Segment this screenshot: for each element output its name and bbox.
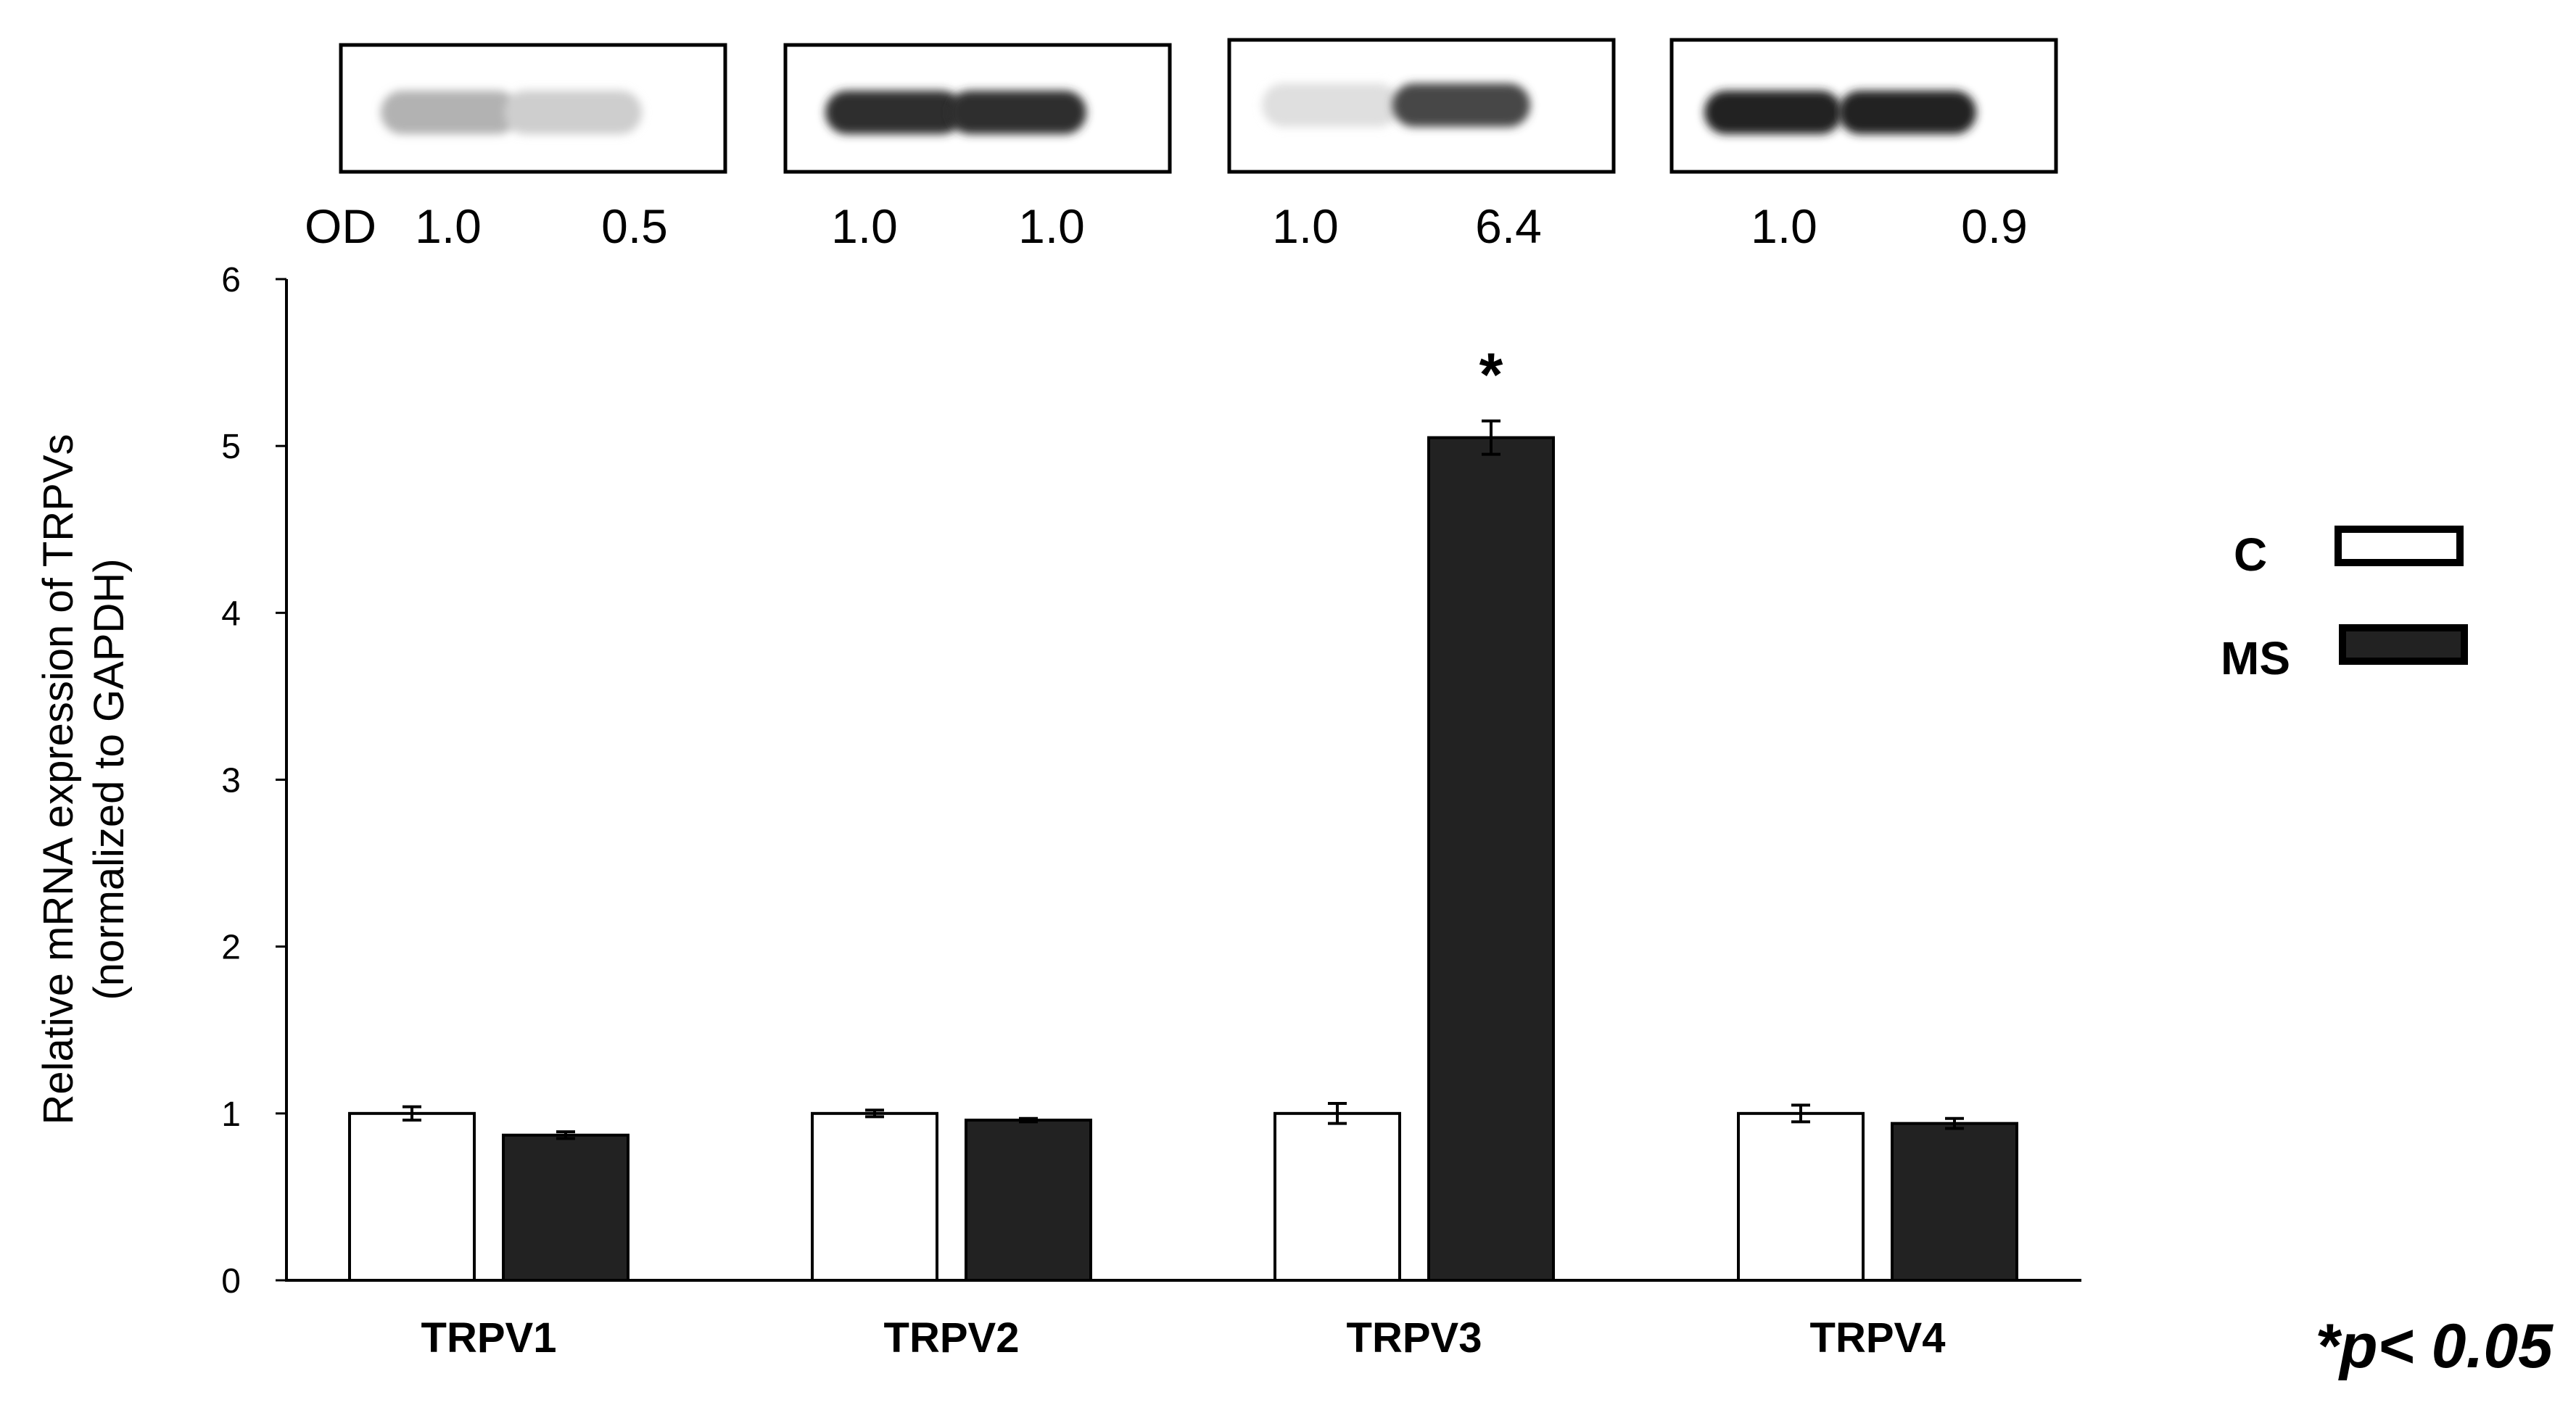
error-bar <box>556 1130 575 1140</box>
bars <box>348 436 2018 1282</box>
bar-c-trpv4 <box>1737 1111 1865 1282</box>
blot-band <box>504 91 642 134</box>
blot-panels <box>339 38 2058 174</box>
y-tick-label: 6 <box>221 261 241 299</box>
od-value: 0.5 <box>601 199 668 253</box>
legend-label-ms: MS <box>2221 632 2290 684</box>
error-bar <box>1482 419 1500 456</box>
blot-band <box>1392 83 1530 127</box>
x-tick-label: TRPV2 <box>884 1314 1020 1362</box>
od-value: 1.0 <box>831 199 898 253</box>
bar-c-trpv2 <box>811 1111 938 1282</box>
bar-c-trpv1 <box>348 1111 476 1282</box>
error-bar <box>1945 1116 1964 1130</box>
blot-bands <box>381 83 1976 134</box>
y-axis: 0 1 2 3 4 5 6 <box>221 261 288 1301</box>
error-bars <box>402 419 1964 1140</box>
od-value: 1.0 <box>1272 199 1339 253</box>
blot-band <box>949 91 1086 134</box>
od-value: 1.0 <box>1018 199 1085 253</box>
significance-note: *p< 0.05 <box>2316 1311 2554 1381</box>
y-tick-label: 2 <box>221 929 241 967</box>
bar-ms-trpv3 <box>1427 436 1555 1282</box>
y-tick-label: 0 <box>221 1262 241 1301</box>
significance-markers: * <box>1479 341 1503 409</box>
bar-c-trpv3 <box>1273 1111 1401 1282</box>
legend-swatch-ms <box>2339 624 2468 665</box>
error-bar <box>1791 1103 1810 1124</box>
error-bar <box>402 1105 421 1122</box>
y-tick-label: 1 <box>221 1095 241 1134</box>
significance-star: * <box>1479 341 1503 409</box>
error-bar <box>1019 1116 1038 1124</box>
legend-label-c: C <box>2234 529 2267 581</box>
od-value: 1.0 <box>1751 199 1817 253</box>
error-bar <box>1328 1102 1347 1125</box>
blot-band <box>1838 91 1976 134</box>
legend-swatch-c <box>2334 526 2464 566</box>
y-tick-label: 5 <box>221 428 241 466</box>
od-prefix: OD <box>305 199 376 253</box>
bar-ms-trpv2 <box>965 1119 1092 1282</box>
od-value: 6.4 <box>1475 199 1542 253</box>
x-tick-label: TRPV4 <box>1810 1314 1946 1362</box>
y-axis-title-line2: (normalized to GAPDH) <box>86 558 133 1000</box>
blot-band <box>1704 91 1842 134</box>
bar-ms-trpv4 <box>1891 1122 2018 1282</box>
y-tick-label: 3 <box>221 762 241 800</box>
blot-band <box>381 91 519 134</box>
y-tick-label: 4 <box>221 594 241 633</box>
bar-ms-trpv1 <box>502 1133 629 1282</box>
y-axis-title: Relative mRNA expression of TRPVs <box>35 434 82 1124</box>
error-bar <box>865 1108 884 1119</box>
od-value: 0.9 <box>1961 199 2028 253</box>
x-tick-label: TRPV3 <box>1347 1314 1482 1362</box>
od-row: OD 1.0 0.5 1.0 1.0 1.0 6.4 1.0 0.9 <box>305 199 2028 253</box>
category-labels: TRPV1 TRPV2 TRPV3 TRPV4 <box>421 1314 1946 1362</box>
x-tick-label: TRPV1 <box>421 1314 557 1362</box>
blot-band <box>1262 83 1400 127</box>
blot-band <box>825 91 963 134</box>
od-value: 1.0 <box>415 199 482 253</box>
legend: C MS <box>2221 526 2468 684</box>
